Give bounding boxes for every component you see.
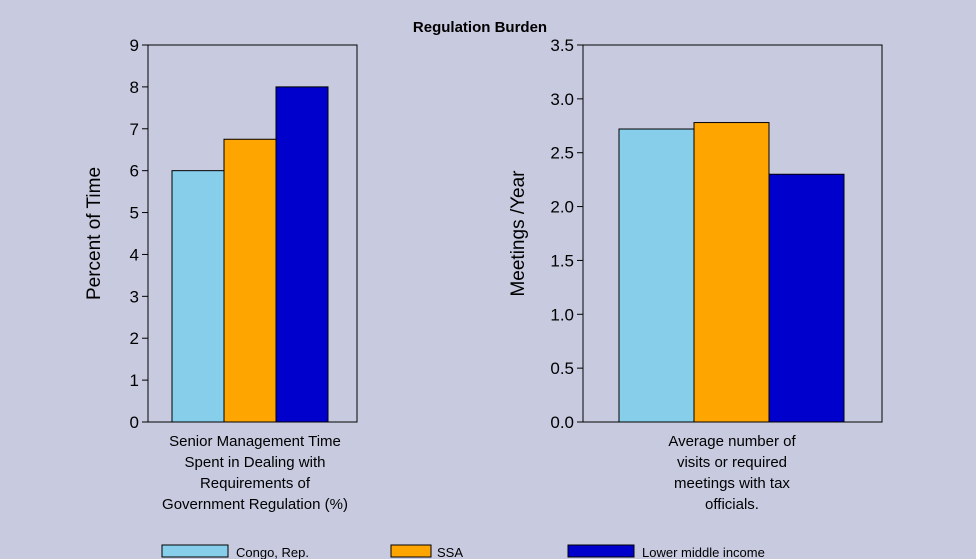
category-label-line: Spent in Dealing with bbox=[185, 454, 326, 471]
bar-3 bbox=[768, 173, 845, 423]
legend-item: SSA bbox=[390, 544, 463, 559]
bar-1 bbox=[618, 128, 695, 423]
y-tick-label: 3 bbox=[130, 287, 139, 306]
y-tick-label: 4 bbox=[130, 245, 139, 264]
legend-swatch bbox=[567, 544, 635, 558]
legend: Congo, Rep. SSA Lower middle income bbox=[161, 544, 765, 559]
legend-item: Lower middle income bbox=[567, 544, 765, 559]
bar-2 bbox=[223, 138, 277, 423]
category-label-line: Senior Management Time bbox=[169, 433, 341, 450]
chart-2: 0.0 0.5 1.0 1.5 2.0 2.5 3.0 3.5 Meetings /Year Av… bbox=[508, 36, 883, 513]
y-tick-label: 6 bbox=[130, 162, 139, 181]
bar-3 bbox=[275, 86, 329, 423]
y-tick-label: 0.5 bbox=[550, 359, 574, 378]
legend-label: Congo, Rep. bbox=[236, 545, 309, 559]
chart-title: Regulation Burden bbox=[413, 19, 547, 36]
category-label-line: Average number of bbox=[668, 433, 796, 450]
category-label-line: visits or required bbox=[677, 454, 787, 471]
chart-1: 0 1 2 3 4 5 6 7 8 9 Percent of Time Senior Manageme… bbox=[84, 36, 358, 513]
bar-1 bbox=[171, 170, 225, 423]
y-tick-label: 8 bbox=[130, 78, 139, 97]
y-tick-label: 2.0 bbox=[550, 198, 574, 217]
legend-label: SSA bbox=[437, 545, 463, 559]
y-tick-label: 0.0 bbox=[550, 413, 574, 432]
y-tick-label: 1 bbox=[130, 371, 139, 390]
y-tick-label: 3.5 bbox=[550, 36, 574, 55]
bar-2 bbox=[693, 122, 770, 423]
y-tick-label: 7 bbox=[130, 120, 139, 139]
legend-label: Lower middle income bbox=[642, 545, 765, 559]
category-label-line: Government Regulation (%) bbox=[162, 496, 348, 513]
y-tick-label: 5 bbox=[130, 204, 139, 223]
category-label-line: officials. bbox=[705, 496, 759, 513]
y-tick-label: 1.5 bbox=[550, 251, 574, 270]
y-tick-label: 2.5 bbox=[550, 144, 574, 163]
legend-swatch bbox=[161, 544, 229, 558]
y-tick-label: 0 bbox=[130, 413, 139, 432]
y-tick-label: 9 bbox=[130, 36, 139, 55]
y-axis-label: Meetings /Year bbox=[508, 170, 529, 297]
category-label-line: Requirements of bbox=[200, 475, 311, 492]
legend-swatch bbox=[390, 544, 432, 558]
category-label-line: meetings with tax bbox=[674, 475, 790, 492]
y-tick-label: 1.0 bbox=[550, 305, 574, 324]
legend-item: Congo, Rep. bbox=[161, 544, 309, 559]
y-tick-label: 3.0 bbox=[550, 90, 574, 109]
y-tick-label: 2 bbox=[130, 329, 139, 348]
y-axis-label: Percent of Time bbox=[84, 167, 105, 300]
